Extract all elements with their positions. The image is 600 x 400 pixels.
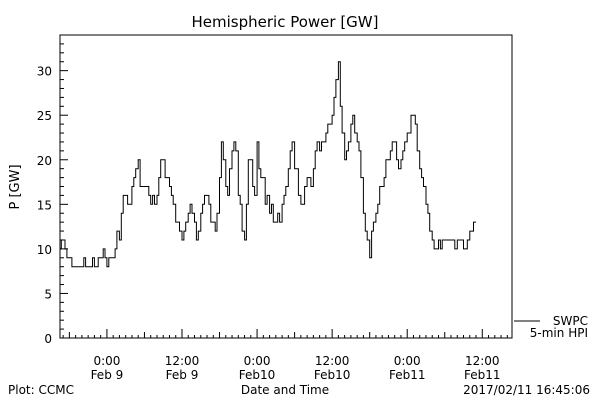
series-layer xyxy=(60,61,476,268)
x-tick-date-label: Feb 9 xyxy=(91,368,124,382)
x-tick-time-label: 12:00 xyxy=(315,354,350,368)
y-tick-label: 5 xyxy=(44,287,52,301)
series-line-swpc xyxy=(60,61,476,268)
y-tick-label: 15 xyxy=(37,198,52,212)
x-tick-time-label: 0:00 xyxy=(93,354,120,368)
plot-credit: Plot: CCMC xyxy=(8,383,74,397)
x-tick-date-label: Feb10 xyxy=(314,368,351,382)
legend-label: SWPC xyxy=(553,314,588,328)
y-axis-label: P [GW] xyxy=(8,164,23,209)
x-tick-time-label: 12:00 xyxy=(465,354,500,368)
y-tick-label: 20 xyxy=(37,154,52,168)
y-axis-ticks: 0 5 10 15 20 25 30 xyxy=(37,34,68,346)
x-tick-date-label: Feb10 xyxy=(239,368,276,382)
y-tick-label: 25 xyxy=(37,109,52,123)
x-tick-date-label: Feb11 xyxy=(389,368,426,382)
x-tick-time-label: 12:00 xyxy=(165,354,200,368)
x-tick-time-label: 0:00 xyxy=(394,354,421,368)
y-tick-label: 30 xyxy=(37,65,52,79)
x-tick-date-label: Feb11 xyxy=(464,368,501,382)
x-tick-date-label: Feb 9 xyxy=(166,368,199,382)
plot-timestamp: 2017/02/11 16:45:06 xyxy=(463,383,590,397)
y-tick-label: 10 xyxy=(37,243,52,257)
x-axis-label: Date and Time xyxy=(241,383,329,397)
x-tick-time-label: 0:00 xyxy=(244,354,271,368)
y-tick-label: 0 xyxy=(44,332,52,346)
legend-label: 5-min HPI xyxy=(530,326,588,340)
chart-title: Hemispheric Power [GW] xyxy=(192,13,379,31)
